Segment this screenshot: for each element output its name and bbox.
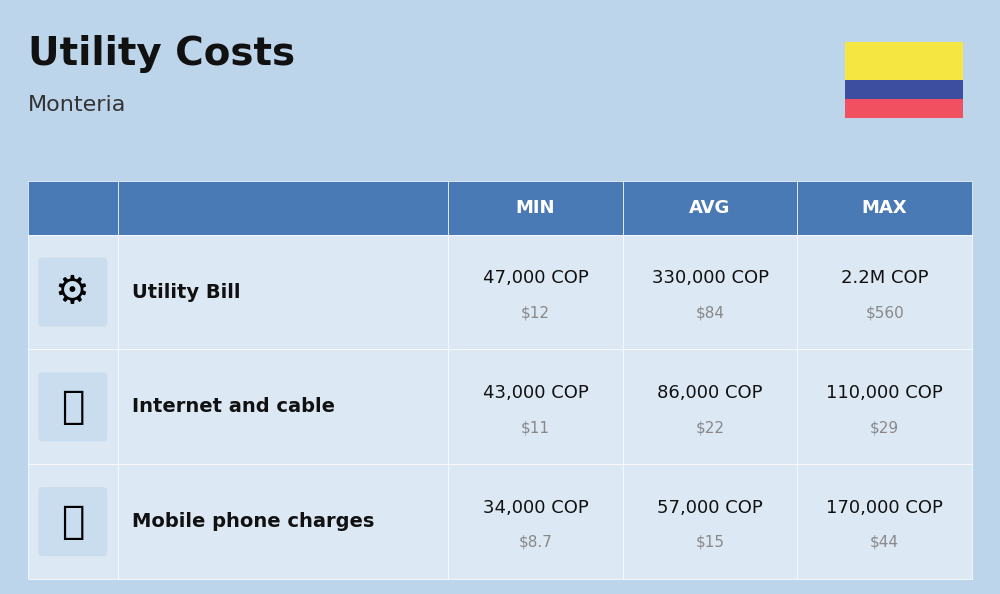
Bar	[797, 465, 972, 579]
Text: 43,000 COP: 43,000 COP	[483, 384, 588, 402]
Text: 📱: 📱	[61, 503, 85, 541]
Text: MAX: MAX	[862, 199, 907, 217]
FancyBboxPatch shape	[38, 487, 107, 556]
Bar	[118, 349, 448, 465]
Text: $84: $84	[696, 305, 725, 320]
Text: $12: $12	[521, 305, 550, 320]
Bar	[448, 349, 623, 465]
Bar	[448, 235, 623, 349]
Text: MIN: MIN	[516, 199, 555, 217]
Text: AVG: AVG	[689, 199, 731, 217]
Bar	[118, 181, 448, 235]
Text: 110,000 COP: 110,000 COP	[826, 384, 943, 402]
Bar	[623, 349, 797, 465]
Bar	[118, 235, 448, 349]
Text: $44: $44	[870, 535, 899, 550]
Bar	[623, 465, 797, 579]
Bar	[28, 349, 118, 465]
Text: 170,000 COP: 170,000 COP	[826, 499, 943, 517]
Bar	[797, 235, 972, 349]
Text: Utility Bill: Utility Bill	[132, 283, 240, 302]
Text: Monteria: Monteria	[28, 95, 126, 115]
Text: ⚙️: ⚙️	[55, 273, 90, 311]
Bar	[623, 181, 797, 235]
Bar	[845, 80, 963, 99]
Text: 86,000 COP: 86,000 COP	[657, 384, 763, 402]
Text: 47,000 COP: 47,000 COP	[483, 269, 588, 287]
FancyBboxPatch shape	[38, 372, 107, 441]
Bar	[448, 465, 623, 579]
Bar	[448, 181, 623, 235]
Text: 2.2M COP: 2.2M COP	[841, 269, 928, 287]
Text: $8.7: $8.7	[518, 535, 552, 550]
Bar	[797, 349, 972, 465]
Text: $11: $11	[521, 420, 550, 435]
Bar	[623, 235, 797, 349]
Bar	[28, 181, 118, 235]
Text: 34,000 COP: 34,000 COP	[483, 499, 588, 517]
Bar	[28, 465, 118, 579]
Text: Mobile phone charges: Mobile phone charges	[132, 512, 374, 531]
Bar	[28, 235, 118, 349]
Bar	[845, 99, 963, 118]
Text: 57,000 COP: 57,000 COP	[657, 499, 763, 517]
Text: 330,000 COP: 330,000 COP	[652, 269, 769, 287]
Bar	[845, 42, 963, 80]
Text: $560: $560	[865, 305, 904, 320]
Text: Internet and cable: Internet and cable	[132, 397, 335, 416]
Bar	[797, 181, 972, 235]
FancyBboxPatch shape	[38, 258, 107, 327]
Text: $22: $22	[696, 420, 725, 435]
Text: $15: $15	[696, 535, 725, 550]
Bar	[118, 465, 448, 579]
Text: $29: $29	[870, 420, 899, 435]
Text: Utility Costs: Utility Costs	[28, 35, 295, 73]
Text: 📶: 📶	[61, 388, 85, 426]
